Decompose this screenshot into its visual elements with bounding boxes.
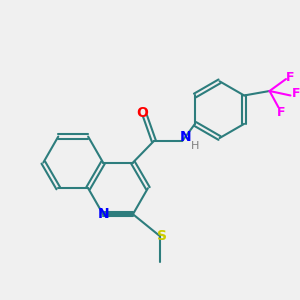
- Text: S: S: [157, 229, 167, 243]
- Text: N: N: [97, 207, 109, 221]
- Text: F: F: [286, 71, 295, 84]
- Text: H: H: [190, 140, 199, 151]
- Text: N: N: [180, 130, 192, 145]
- Text: F: F: [292, 88, 300, 100]
- Text: F: F: [277, 106, 286, 119]
- Text: O: O: [136, 106, 148, 120]
